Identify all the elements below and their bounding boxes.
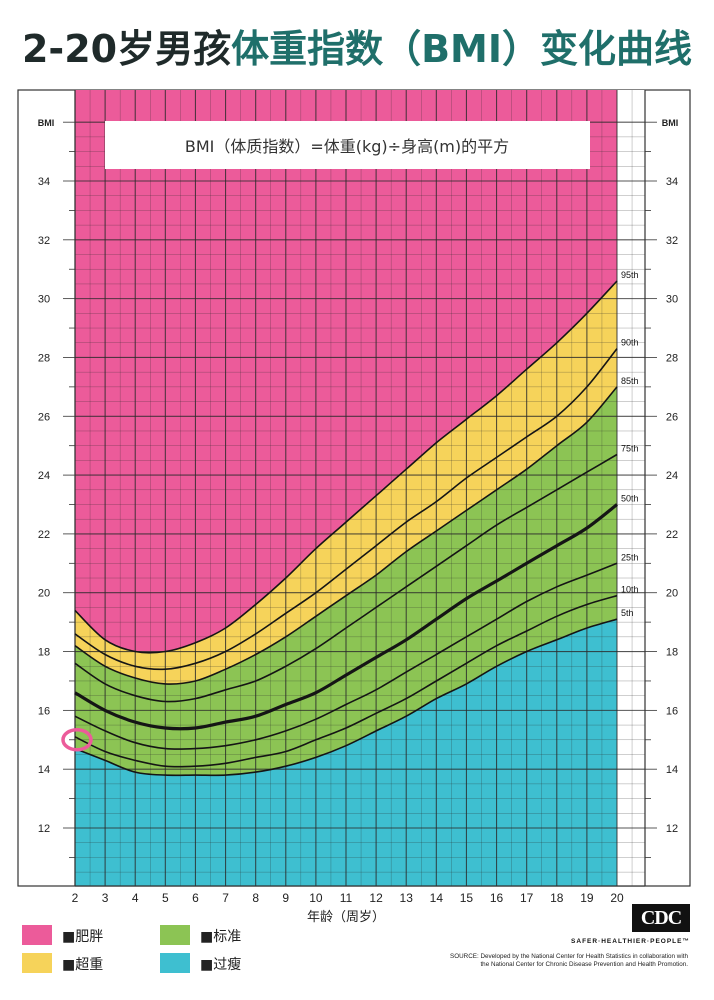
x-tick-label: 20	[610, 891, 624, 905]
percentile-label-85th: 85th	[621, 376, 639, 386]
y-tick-label-right: 14	[666, 764, 678, 776]
percentile-label-75th: 75th	[621, 444, 639, 454]
y-tick-label-right: 30	[666, 294, 678, 306]
y-tick-label-left: 20	[38, 588, 50, 600]
legend-swatch-normal	[160, 925, 190, 945]
y-tick-label-left: 22	[38, 529, 50, 541]
page-title: 2-20岁男孩体重指数（BMI）变化曲线	[0, 18, 714, 73]
x-tick-label: 2	[72, 891, 79, 905]
x-tick-label: 7	[222, 891, 229, 905]
y-tick-label-right: 32	[666, 235, 678, 247]
x-tick-label: 6	[192, 891, 199, 905]
highlight-marker	[61, 728, 93, 752]
formula-box	[105, 121, 590, 169]
title-age-range: 2-20岁	[21, 27, 156, 71]
percentile-line-25th	[74, 562, 618, 750]
x-tick-label: 11	[340, 891, 353, 905]
x-tick-label: 18	[550, 891, 564, 905]
right-grid-strip	[617, 90, 645, 886]
y-tick-label-right: 24	[666, 470, 678, 482]
legend-label-obese: ■肥胖	[62, 929, 104, 945]
percentile-line-90th	[74, 348, 618, 671]
x-axis-title: 年龄（周岁）	[307, 910, 385, 925]
y-tick-label-left: 30	[38, 294, 50, 306]
y-tick-label-left: 24	[38, 470, 50, 482]
percentile-label-50th: 50th	[621, 494, 639, 504]
percentile-label-10th: 10th	[621, 585, 639, 595]
y-tick-label-right: 34	[666, 176, 678, 188]
grid	[74, 90, 645, 886]
legend-swatch-underweight	[160, 953, 190, 973]
y-tick-label-left: 34	[38, 176, 50, 188]
percentile-line-50th	[74, 503, 618, 731]
y-tick-label-left: 16	[38, 705, 50, 717]
formula-text: BMI（体质指数）=体重(kg)÷身高(m)的平方	[185, 137, 509, 156]
percentile-line-85th	[74, 386, 618, 685]
y-tick-label-right: 22	[666, 529, 678, 541]
legend-label-normal: ■标准	[200, 929, 242, 945]
percentile-label-25th: 25th	[621, 552, 639, 562]
percentile-label-90th: 90th	[621, 338, 639, 348]
cdc-logo: CDC	[632, 904, 690, 932]
percentile-line-75th	[74, 453, 618, 703]
percentile-line-10th	[74, 594, 618, 768]
x-tick-label: 8	[252, 891, 259, 905]
source-note: SOURCE: Developed by the National Center…	[352, 953, 688, 969]
legend-label-underweight: ■过瘦	[200, 957, 242, 973]
title-main: 体重指数（BMI）变化曲线	[231, 27, 693, 71]
y-tick-label-left: 18	[38, 647, 50, 659]
x-tick-label: 4	[132, 891, 139, 905]
source-line-2: the National Center for Chronic Disease …	[480, 961, 688, 968]
percentile-line-95th	[74, 280, 618, 654]
x-tick-label: 12	[369, 891, 383, 905]
x-tick-label: 3	[102, 891, 109, 905]
percentile-label-95th: 95th	[621, 270, 639, 280]
y-tick-label-right: 18	[666, 647, 678, 659]
y-tick-label-left: 26	[38, 411, 50, 423]
y-tick-label-left: 12	[38, 823, 50, 835]
x-tick-label: 19	[580, 891, 594, 905]
percentile-label-5th: 5th	[621, 608, 634, 618]
x-tick-label: 5	[162, 891, 169, 905]
title-boys: 男孩	[155, 27, 232, 71]
x-tick-label: 14	[430, 891, 444, 905]
x-tick-label: 9	[282, 891, 289, 905]
legend-swatch-overweight	[22, 953, 52, 973]
zone-normal	[75, 386, 617, 776]
cdc-tagline: SAFER·HEALTHIER·PEOPLE™	[571, 938, 690, 945]
y-tick-label-left: 14	[38, 764, 50, 776]
y-axis-title-right: BMI	[662, 118, 679, 128]
x-tick-label: 10	[309, 891, 323, 905]
legend-label-overweight: ■超重	[62, 957, 104, 973]
x-tick-label: 13	[400, 891, 414, 905]
y-tick-label-left: 28	[38, 352, 50, 364]
x-tick-label: 15	[460, 891, 474, 905]
legend-swatch-obese	[22, 925, 52, 945]
source-line-1: SOURCE: Developed by the National Center…	[450, 953, 688, 960]
y-tick-label-right: 28	[666, 352, 678, 364]
y-tick-label-right: 26	[666, 411, 678, 423]
y-axis-title-left: BMI	[38, 118, 55, 128]
percentile-line-5th	[74, 618, 618, 777]
y-tick-label-right: 12	[666, 823, 678, 835]
y-tick-label-right: 20	[666, 588, 678, 600]
x-tick-label: 16	[490, 891, 504, 905]
x-tick-label: 17	[520, 891, 534, 905]
y-tick-label-left: 32	[38, 235, 50, 247]
y-tick-label-right: 16	[666, 705, 678, 717]
